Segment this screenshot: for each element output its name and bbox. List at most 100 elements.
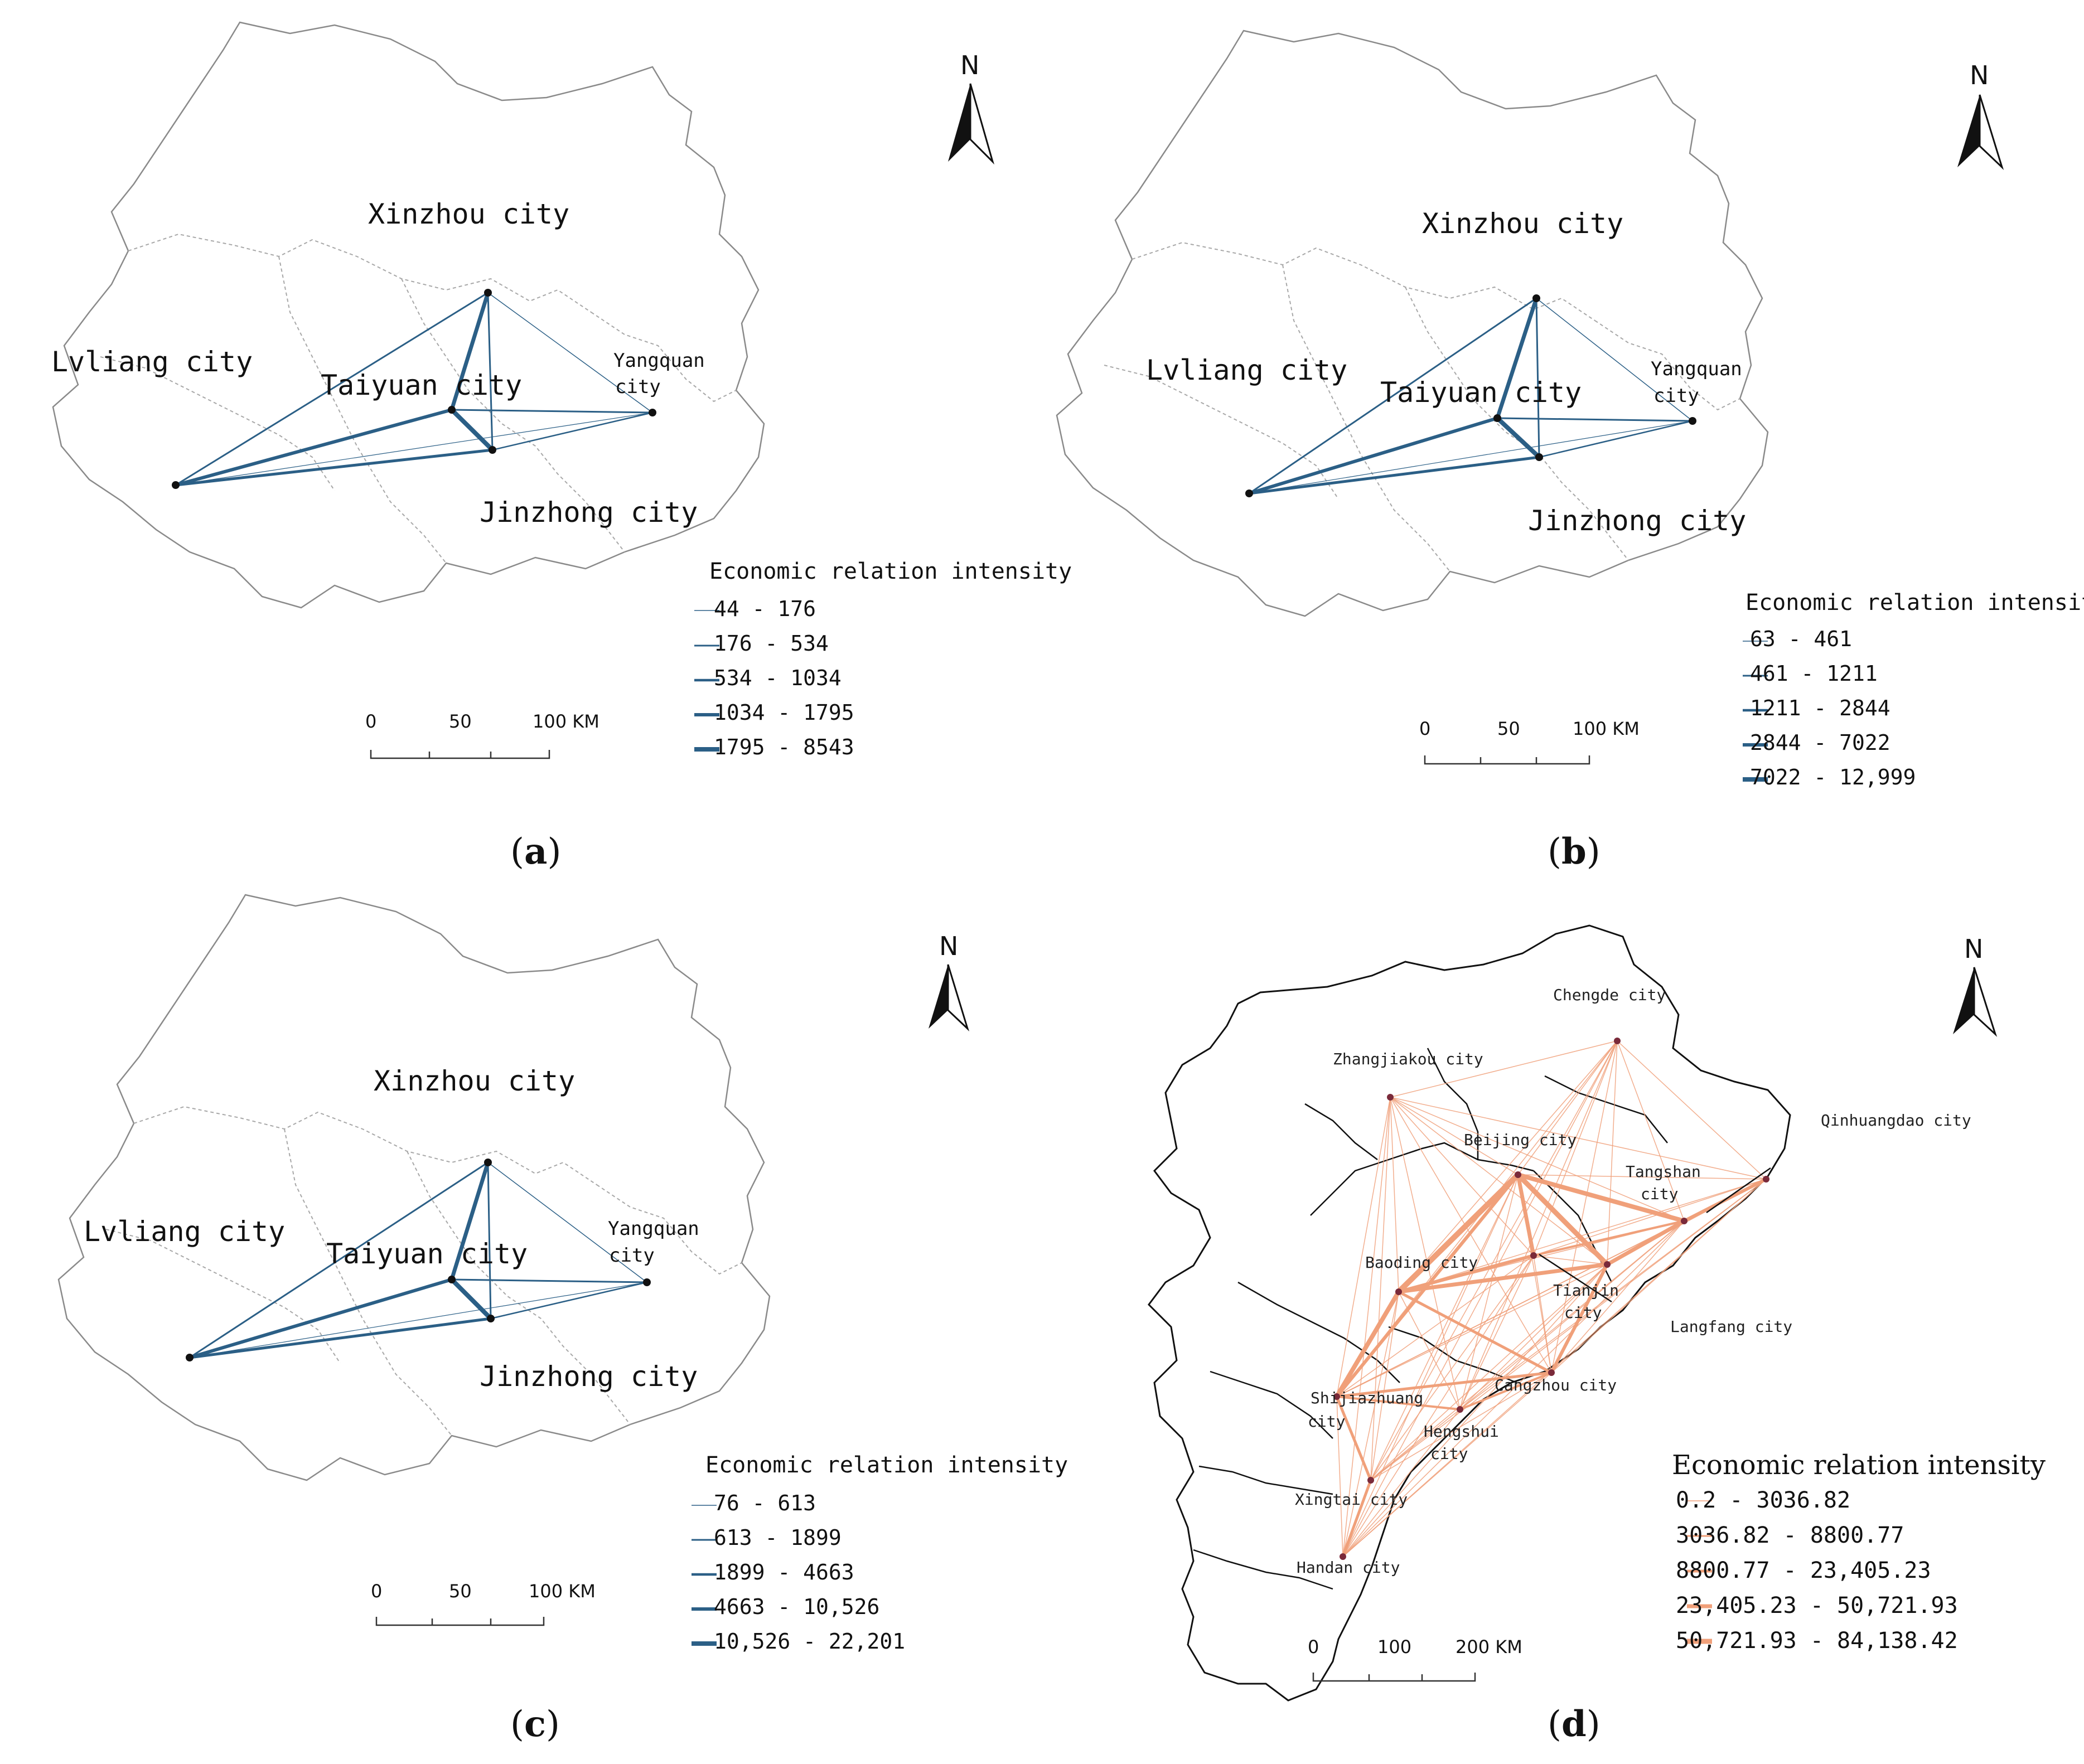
city-label-taiyuan: Taiyuan city [321, 369, 523, 401]
city-label-xinzhou: Xinzhou city [374, 1065, 576, 1097]
city-label-langfang: Langfang city [1670, 1317, 1793, 1336]
link-BJ-TS [1516, 1172, 1686, 1223]
city-label-yangquan-suffix: city [615, 376, 661, 398]
link-J-L [188, 1317, 492, 1359]
city-label-tangshan: Tangshan [1626, 1162, 1701, 1181]
city-label-yangquan: Yangquan [1651, 358, 1742, 380]
shanxi-boundary [57, 894, 771, 1481]
city-node-Y [649, 409, 656, 416]
city-node-XT [1367, 1477, 1374, 1484]
north-arrow-a [948, 83, 995, 165]
legend-item: 76 - 613 [714, 1491, 816, 1515]
nodes-c [186, 1159, 651, 1361]
city-node-BJ [1515, 1171, 1521, 1178]
link-ZJK-BJ [1390, 1097, 1519, 1175]
city-node-ZJK [1387, 1094, 1394, 1101]
north-label: N [1964, 934, 1984, 964]
legend-item: 8800.77 - 23,405.23 [1676, 1558, 1931, 1583]
city-node-CZ [1548, 1369, 1555, 1376]
city-node-X [484, 289, 492, 297]
link-SJZ-HD [1336, 1396, 1343, 1557]
link-T-J [449, 408, 495, 452]
city-label-hengshui-suffix: city [1430, 1445, 1468, 1463]
legend-item: 461 - 1211 [1750, 661, 1878, 686]
link-BD-SJZ [1334, 1290, 1401, 1399]
city-label-jinzhong: Jinzhong city [480, 496, 698, 529]
city-node-L [1245, 490, 1253, 497]
scale-tick-100: 100 KM [533, 711, 599, 732]
city-node-J [487, 1315, 495, 1322]
link-T-L [1248, 416, 1499, 495]
city-label-taiyuan: Taiyuan city [326, 1238, 528, 1270]
link-QHD-BD [1398, 1179, 1767, 1292]
city-node-CD [1614, 1038, 1621, 1044]
city-node-BD [1395, 1288, 1402, 1295]
city-node-X [484, 1159, 492, 1166]
panel-c: N Xinzhou city Lvliang city Taiyuan city… [0, 881, 1068, 1764]
city-node-J [1535, 453, 1543, 461]
scale-bar-d [1312, 1673, 1476, 1682]
legend-item: 3036.82 - 8800.77 [1676, 1523, 1904, 1548]
link-CD-ZJK [1390, 1040, 1618, 1098]
link-ZJK-BD [1390, 1097, 1399, 1292]
panel-b: N Xinzhou city Lvliang city Taiyuan city… [1043, 0, 2084, 881]
city-label-xinzhou: Xinzhou city [368, 198, 570, 230]
city-node-SJZ [1333, 1393, 1340, 1400]
link-Y-L [175, 412, 653, 486]
link-Y-L [189, 1282, 647, 1358]
link-ZJK-TS [1390, 1097, 1685, 1222]
legend-item: 4663 - 10,526 [714, 1595, 880, 1619]
north-label: N [939, 931, 959, 961]
link-BD-HD [1342, 1291, 1399, 1557]
legend-item: 1034 - 1795 [714, 700, 854, 725]
city-label-taiyuan: Taiyuan city [1380, 376, 1582, 409]
scale-tick-0: 0 [365, 711, 377, 732]
link-BJ-BD [1396, 1172, 1521, 1295]
link-ZJK-HD [1342, 1097, 1391, 1557]
link-CD-BJ [1517, 1040, 1618, 1175]
link-QHD-XT [1370, 1179, 1767, 1481]
city-label-xingtai: Xingtai city [1295, 1490, 1408, 1509]
city-node-HS [1457, 1406, 1463, 1413]
legend-item: 1899 - 4663 [714, 1560, 854, 1584]
link-X-T [449, 290, 490, 412]
link-Y-L [1249, 420, 1693, 494]
city-node-L [186, 1354, 194, 1361]
north-arrow-c [929, 964, 970, 1031]
link-SJZ-XT [1335, 1395, 1372, 1482]
panel-a: N Xinzhou city Lvliang city Taiyuan city… [0, 0, 1072, 881]
link-X-Y [487, 292, 653, 413]
city-label-tianjin: Tianjin [1553, 1281, 1619, 1300]
link-X-Y [1536, 298, 1693, 421]
city-node-Y [1689, 417, 1696, 425]
link-CD-HD [1342, 1040, 1618, 1557]
scale-tick-200: 200 KM [1456, 1636, 1522, 1658]
scale-bar-c [375, 1617, 545, 1626]
city-label-tangshan-suffix: city [1641, 1185, 1679, 1203]
city-node-L [172, 481, 180, 489]
link-TS-LF [1532, 1220, 1685, 1257]
city-node-LF [1530, 1252, 1537, 1259]
link-BD-XT [1370, 1291, 1399, 1481]
panel-a-map [52, 21, 995, 759]
panel-caption: (a) [510, 831, 562, 873]
city-label-yangquan: Yangquan [613, 350, 705, 372]
city-label-lvliang: Lvliang city [51, 346, 253, 378]
link-T-L [174, 408, 453, 487]
legend-item: 7022 - 12,999 [1750, 765, 1916, 789]
link-LF-HS [1459, 1255, 1534, 1410]
city-label-hengshui: Hengshui [1424, 1422, 1499, 1441]
city-node-TS [1681, 1218, 1687, 1224]
link-BD-CZ [1397, 1290, 1553, 1374]
city-node-QHD [1763, 1176, 1769, 1183]
city-label-yangquan-suffix: city [609, 1244, 655, 1267]
link-QHD-LF [1533, 1179, 1767, 1256]
link-TJ-HS [1459, 1264, 1608, 1410]
legend-title: Economic relation intensity [709, 559, 1072, 584]
link-BJ-LF [1516, 1172, 1536, 1258]
scale-tick-50: 50 [1497, 718, 1520, 739]
district-boundaries [100, 233, 737, 564]
city-node-Y [643, 1278, 651, 1286]
city-node-J [489, 446, 496, 454]
link-BJ-QHD [1517, 1174, 1767, 1180]
